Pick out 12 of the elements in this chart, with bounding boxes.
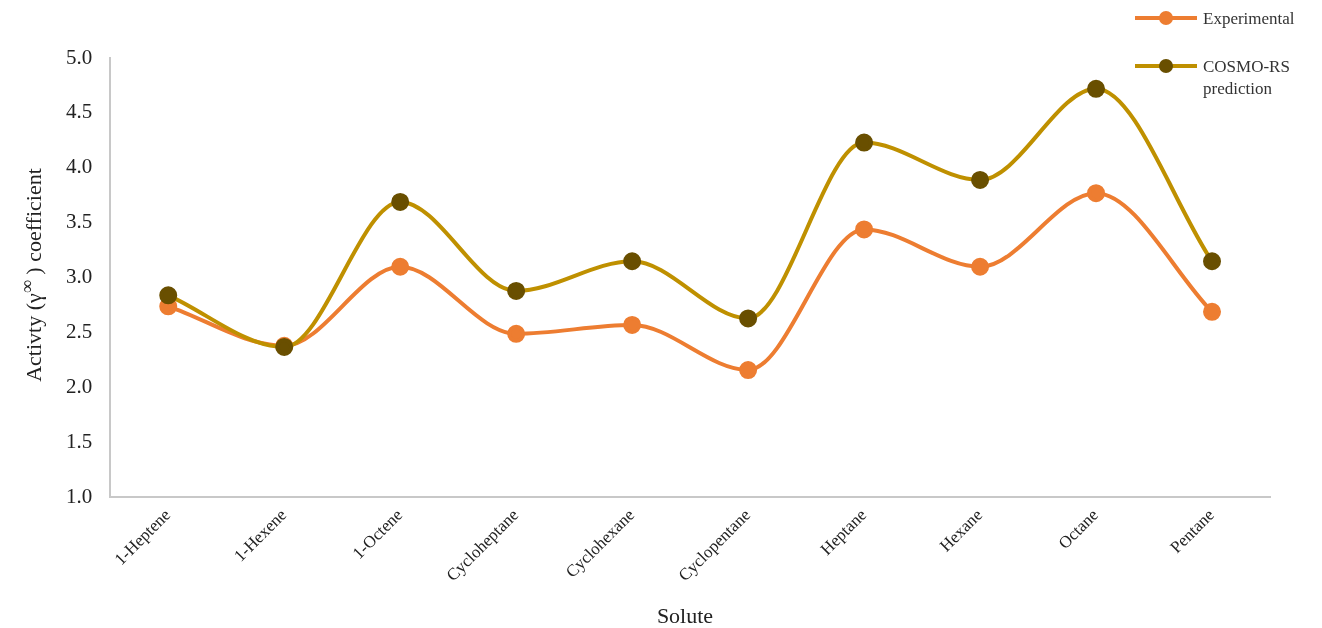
y-tick-label: 3.0 bbox=[66, 264, 93, 289]
legend-label: Experimental bbox=[1203, 8, 1296, 30]
y-tick-label: 1.5 bbox=[66, 429, 93, 454]
y-tick-label: 4.0 bbox=[66, 154, 93, 179]
y-tick-label: 2.0 bbox=[66, 374, 93, 399]
y-tick-label: 3.5 bbox=[66, 209, 93, 234]
y-tick-label: 5.0 bbox=[66, 44, 93, 69]
y-tick-label: 2.5 bbox=[66, 319, 93, 344]
legend-label: COSMO-RS prediction bbox=[1203, 56, 1291, 100]
x-axis-title: Solute bbox=[656, 603, 714, 628]
y-tick-label: 4.5 bbox=[66, 99, 93, 124]
y-tick-label: 1.0 bbox=[66, 484, 93, 508]
